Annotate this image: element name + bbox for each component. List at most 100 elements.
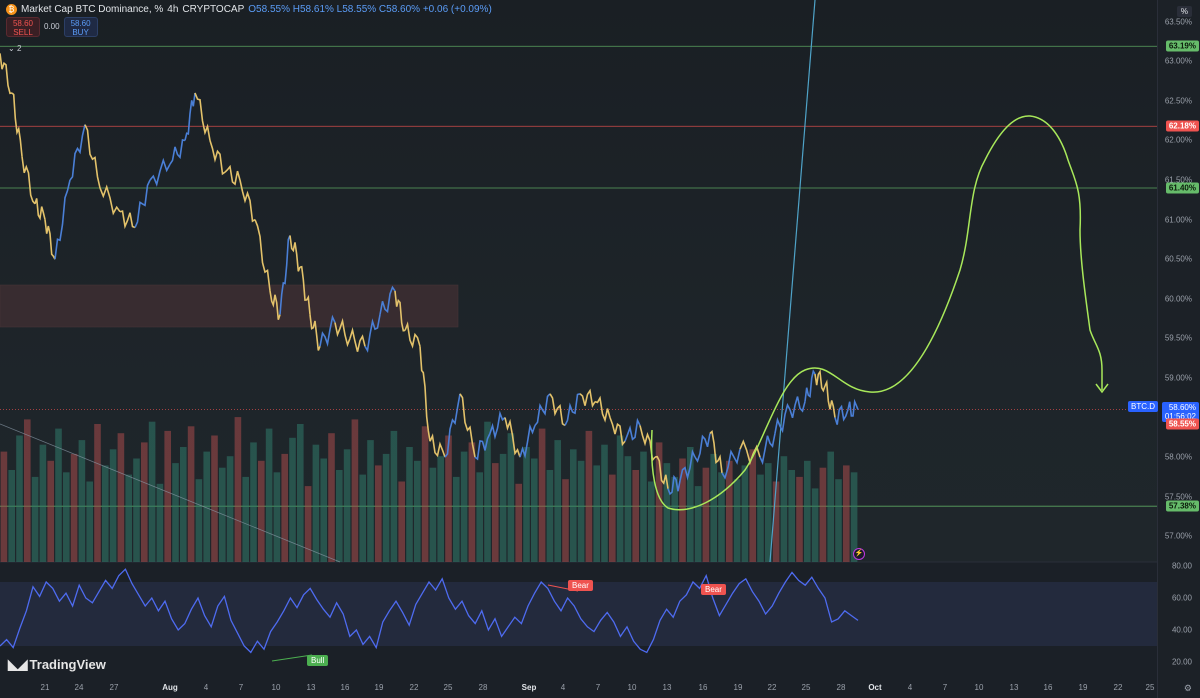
percent-scale-button[interactable]: %	[1176, 6, 1192, 17]
price-segment	[379, 285, 396, 315]
price-tick: 62.50%	[1164, 96, 1192, 106]
volume-bar	[94, 424, 101, 562]
buy-button[interactable]: 58.60 BUY	[63, 17, 98, 37]
price-segment	[134, 179, 151, 228]
volume-bar	[819, 467, 827, 562]
trade-panel: 58.60 SELL 0.00 58.60 BUY	[6, 17, 98, 37]
level-tag-2: 61.40%	[1165, 182, 1199, 194]
volume-bar	[226, 456, 234, 562]
volume-bar	[63, 472, 70, 562]
volume-bar	[531, 458, 538, 562]
volume-bar	[624, 456, 632, 562]
time-tick: 22	[767, 683, 777, 692]
volume-bar	[632, 470, 639, 562]
volume-bar	[538, 428, 546, 562]
rsi-bull-signal: Bull	[307, 655, 329, 666]
rsi-tick: 60.00	[1171, 593, 1192, 603]
sell-label: SELL	[13, 28, 33, 37]
volume-bar	[492, 463, 499, 562]
volume-bar	[445, 435, 452, 562]
volume-bar	[515, 483, 522, 562]
buy-price: 58.60	[70, 19, 91, 28]
price-tick: 57.50%	[1164, 492, 1192, 502]
volume-bar	[343, 449, 351, 562]
price-segment	[667, 474, 681, 496]
volume-bar	[726, 460, 733, 562]
volume-bar	[351, 419, 359, 562]
price-segment	[44, 219, 56, 260]
volume-bar	[109, 449, 117, 562]
indicators-toggle[interactable]: ⌄ 2	[8, 44, 21, 53]
volume-bar	[655, 442, 663, 562]
price-segment	[54, 179, 71, 260]
volume-bar	[585, 430, 593, 562]
price-segment	[429, 433, 446, 458]
price-segment	[119, 210, 136, 230]
time-tick: 22	[409, 683, 419, 692]
volume-bar	[429, 467, 437, 562]
last-price-tag: 58.60% 01:56:02	[1161, 401, 1199, 422]
symbol-title[interactable]: Market Cap BTC Dominance, %	[21, 3, 164, 15]
volume-bar	[359, 474, 366, 562]
volume-bar	[398, 481, 405, 562]
price-tick: 63.00%	[1164, 56, 1192, 66]
sell-button[interactable]: 58.60 SELL	[6, 17, 40, 37]
countdown: 01:56:02	[1164, 411, 1196, 421]
price-segment	[364, 314, 381, 353]
time-tick: 4	[907, 683, 913, 692]
price-segment	[99, 184, 121, 216]
price-segment	[239, 179, 256, 223]
interval-label[interactable]: 4h	[167, 3, 179, 15]
volume-bar	[609, 474, 616, 562]
price-segment	[489, 410, 506, 440]
volume-bar	[663, 463, 671, 562]
volume-bar	[289, 437, 296, 562]
volume-bar	[850, 472, 858, 562]
price-axis[interactable]: % 63.50% 63.00% 62.50% 62.00% 61.50% 61.00% 60…	[1128, 0, 1200, 698]
volume-bar	[546, 470, 554, 562]
volume-bar	[102, 465, 109, 562]
volume-bar	[304, 486, 312, 562]
lightning-icon[interactable]: ⚡	[853, 548, 865, 560]
volume-bar	[562, 479, 569, 562]
gear-icon[interactable]: ⚙	[1183, 683, 1192, 693]
time-tick: 19	[733, 683, 743, 692]
time-tick: 13	[1009, 683, 1019, 692]
time-tick: 19	[374, 683, 384, 692]
volume-bar	[835, 479, 842, 562]
descending-trendline	[0, 423, 341, 563]
volume-bar	[757, 474, 764, 562]
price-segment	[759, 433, 776, 466]
time-tick: Sep	[521, 683, 537, 692]
time-tick: 7	[942, 683, 948, 692]
price-segment	[404, 321, 421, 349]
price-segment	[847, 398, 859, 417]
volume-bar	[694, 486, 702, 562]
volume-bar	[437, 456, 444, 562]
volume-bar	[219, 467, 226, 562]
volume-bar	[78, 440, 86, 562]
volume-bar	[765, 463, 772, 562]
volume-bar	[31, 476, 39, 562]
price-segment	[319, 314, 336, 348]
price-segment	[789, 396, 806, 419]
price-segment	[419, 346, 431, 442]
volume-bar	[148, 421, 156, 562]
price-segment	[0, 53, 13, 95]
volume-bar	[772, 481, 780, 562]
volume-bar	[297, 424, 304, 562]
main-chart-canvas[interactable]	[0, 0, 1158, 698]
time-tick: 10	[271, 683, 281, 692]
time-tick: 25	[443, 683, 453, 692]
volume-bar	[780, 456, 788, 562]
price-segment	[34, 198, 46, 221]
level-tag-1: 62.18%	[1165, 120, 1199, 132]
price-segment	[804, 369, 816, 402]
projection-curve	[650, 115, 1103, 511]
time-tick: 24	[74, 683, 84, 692]
price-segment	[504, 417, 521, 458]
volume-bar	[211, 435, 218, 562]
time-tick: 16	[1043, 683, 1053, 692]
volume-bar	[414, 460, 421, 562]
